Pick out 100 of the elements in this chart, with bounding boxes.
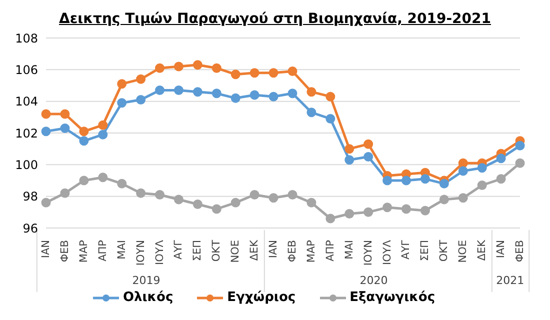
point [306,108,316,118]
x-tick-label: ΝΟΕ [230,240,242,263]
legend-label: Εξαγωγικός [350,290,436,305]
chart-title: Δεικτης Τιμών Παραγωγού στη Βιομηχανία, 2019-2021 [58,10,492,29]
point [420,174,430,184]
x-tick-label: ΙΑΝ [268,240,280,258]
x-tick-label: ΙΟΥΛ [381,239,394,265]
point [364,152,374,162]
point [79,126,89,136]
point [515,140,525,150]
y-tick-label: 106 [15,62,38,77]
point [230,93,240,103]
y-tick-label: 108 [15,31,38,46]
point [496,154,506,164]
point [212,88,222,98]
point [230,198,240,208]
point [174,86,184,95]
point [98,130,108,140]
point [192,87,202,97]
point [60,109,70,119]
x-tick-label: ΝΟΕ [457,240,470,263]
point [458,166,468,176]
point [192,200,202,209]
point [250,68,260,78]
point [326,92,336,102]
point [136,188,146,198]
x-tick-label: ΦΕΒ [286,240,298,262]
y-tick-label: 104 [15,94,38,109]
x-tick-label: ΑΥΓ [400,240,412,260]
point [155,86,165,95]
point [477,163,487,173]
point [288,88,298,98]
point [401,204,411,214]
point [117,79,127,89]
x-tick-label: ΙΟΥΛ [154,239,166,265]
x-tick-label: ΙΑΝ [495,240,508,258]
point [268,193,278,203]
x-tick-label: ΣΕΠ [192,240,204,262]
point [477,180,487,190]
x-tick-label: ΔΕΚ [476,238,488,261]
point [288,66,298,76]
point [60,124,70,133]
point [420,206,430,216]
legend-label: Εγχώριος [227,290,296,305]
y-tick-label: 98 [22,190,38,204]
x-tick-label: ΟΚΤ [210,239,223,262]
point [306,87,316,97]
x-tick-label: ΙΟΥΝ [362,240,374,266]
point [174,62,184,72]
y-tick-label: 102 [15,126,38,140]
point [326,214,336,224]
point [382,176,392,186]
point [117,98,127,108]
x-tick-label: ΣΕΠ [419,240,432,262]
point [98,120,108,130]
point [79,136,89,146]
x-tick-label: ΜΑΡ [305,240,318,263]
point [174,194,184,204]
point [41,198,51,208]
x-tick-label: ΙΟΥΝ [134,240,147,266]
text: 2020 [360,274,388,287]
x-tick-label: ΑΥΓ [172,240,185,260]
x-tick-label: ΜΑΙ [343,240,356,260]
point [439,194,449,204]
x-tick-label: ΦΕΒ [514,240,526,262]
text: 2019 [132,274,160,287]
legend-label: Ολικός [122,290,174,305]
point [41,109,51,119]
point [155,190,165,200]
x-tick-label: ΜΑΡ [78,240,90,263]
point [288,190,298,200]
point [344,209,354,218]
point [344,155,354,165]
y-tick-label: 100 [15,158,38,172]
point [60,188,70,198]
point [458,193,468,203]
point [41,126,51,136]
x-tick-label: ΜΑΙ [116,240,128,260]
point [98,172,108,182]
point [136,74,146,84]
point [250,190,260,200]
point [364,139,374,149]
y-tick-label: 96 [22,221,38,236]
text: 2021 [496,274,524,287]
point [192,60,202,70]
point [382,202,392,212]
point [364,207,374,217]
point [268,68,278,78]
x-tick-label: ΙΑΝ [40,240,52,258]
x-tick-label: ΑΠΡ [96,240,109,262]
point [401,176,411,186]
point [79,176,89,186]
point [268,92,278,102]
point [496,174,506,184]
point [212,63,222,73]
point [344,144,354,154]
point [117,178,127,188]
point [212,204,222,214]
x-tick-label: ΑΠΡ [324,240,336,262]
x-tick-label: ΦΕΒ [58,240,71,262]
